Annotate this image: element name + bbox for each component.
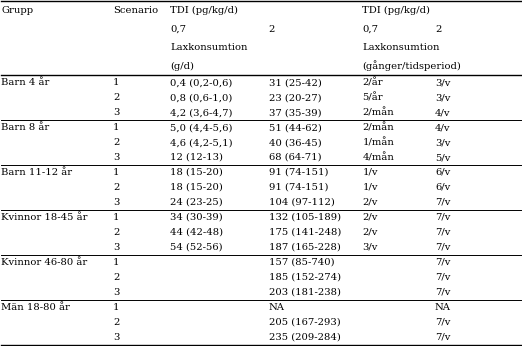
Text: Barn 8 år: Barn 8 år: [2, 123, 50, 132]
Text: 1: 1: [113, 213, 120, 222]
Text: 1/mån: 1/mån: [362, 138, 394, 147]
Text: 175 (141-248): 175 (141-248): [269, 228, 341, 237]
Text: 185 (152-274): 185 (152-274): [269, 273, 341, 282]
Text: 54 (52-56): 54 (52-56): [170, 243, 223, 252]
Text: Män 18-80 år: Män 18-80 år: [2, 303, 70, 312]
Text: 132 (105-189): 132 (105-189): [269, 213, 341, 222]
Text: 3/v: 3/v: [435, 78, 450, 87]
Text: 4/v: 4/v: [435, 108, 450, 117]
Text: Kvinnor 46-80 år: Kvinnor 46-80 år: [2, 258, 88, 267]
Text: 91 (74-151): 91 (74-151): [269, 168, 328, 177]
Text: 7/v: 7/v: [435, 333, 450, 342]
Text: 7/v: 7/v: [435, 258, 450, 267]
Text: 4/v: 4/v: [435, 123, 450, 132]
Text: 3: 3: [113, 243, 120, 252]
Text: 2: 2: [113, 93, 120, 102]
Text: Kvinnor 18-45 år: Kvinnor 18-45 år: [2, 213, 88, 222]
Text: 18 (15-20): 18 (15-20): [170, 183, 223, 192]
Text: 235 (209-284): 235 (209-284): [269, 333, 341, 342]
Text: 104 (97-112): 104 (97-112): [269, 198, 335, 207]
Text: 1: 1: [113, 123, 120, 132]
Text: 0,8 (0,6-1,0): 0,8 (0,6-1,0): [170, 93, 232, 102]
Text: 3: 3: [113, 198, 120, 207]
Text: 91 (74-151): 91 (74-151): [269, 183, 328, 192]
Text: (g/d): (g/d): [170, 61, 194, 71]
Text: 3: 3: [113, 288, 120, 297]
Text: 7/v: 7/v: [435, 228, 450, 237]
Text: TDI (pg/kg/d): TDI (pg/kg/d): [170, 6, 238, 15]
Text: 2/år: 2/år: [362, 78, 383, 87]
Text: 2/v: 2/v: [362, 198, 377, 207]
Text: 4,6 (4,2-5,1): 4,6 (4,2-5,1): [170, 138, 233, 147]
Text: 23 (20-27): 23 (20-27): [269, 93, 322, 102]
Text: 203 (181-238): 203 (181-238): [269, 288, 341, 297]
Text: 1: 1: [113, 78, 120, 87]
Text: 4,2 (3,6-4,7): 4,2 (3,6-4,7): [170, 108, 233, 117]
Text: 68 (64-71): 68 (64-71): [269, 153, 322, 162]
Text: 40 (36-45): 40 (36-45): [269, 138, 322, 147]
Text: 157 (85-740): 157 (85-740): [269, 258, 335, 267]
Text: 37 (35-39): 37 (35-39): [269, 108, 322, 117]
Text: 2/v: 2/v: [362, 228, 377, 237]
Text: 1/v: 1/v: [362, 183, 378, 192]
Text: 4/mån: 4/mån: [362, 153, 394, 162]
Text: 3: 3: [113, 333, 120, 342]
Text: 7/v: 7/v: [435, 318, 450, 327]
Text: 2: 2: [113, 138, 120, 147]
Text: Laxkonsumtion: Laxkonsumtion: [170, 43, 247, 52]
Text: 31 (25-42): 31 (25-42): [269, 78, 322, 87]
Text: 3: 3: [113, 153, 120, 162]
Text: 5/år: 5/år: [362, 93, 383, 102]
Text: 2/v: 2/v: [362, 213, 377, 222]
Text: 3/v: 3/v: [435, 93, 450, 102]
Text: NA: NA: [269, 303, 285, 312]
Text: NA: NA: [435, 303, 451, 312]
Text: 187 (165-228): 187 (165-228): [269, 243, 341, 252]
Text: 12 (12-13): 12 (12-13): [170, 153, 223, 162]
Text: 0,4 (0,2-0,6): 0,4 (0,2-0,6): [170, 78, 232, 87]
Text: 2: 2: [113, 183, 120, 192]
Text: 6/v: 6/v: [435, 183, 450, 192]
Text: 1/v: 1/v: [362, 168, 378, 177]
Text: 2: 2: [113, 273, 120, 282]
Text: 2/mån: 2/mån: [362, 108, 394, 117]
Text: 6/v: 6/v: [435, 168, 450, 177]
Text: 3/v: 3/v: [435, 138, 450, 147]
Text: 5,0 (4,4-5,6): 5,0 (4,4-5,6): [170, 123, 233, 132]
Text: 7/v: 7/v: [435, 198, 450, 207]
Text: 2: 2: [113, 228, 120, 237]
Text: 34 (30-39): 34 (30-39): [170, 213, 223, 222]
Text: 1: 1: [113, 258, 120, 267]
Text: Grupp: Grupp: [2, 6, 33, 15]
Text: Barn 11-12 år: Barn 11-12 år: [2, 168, 73, 177]
Text: 2: 2: [435, 25, 441, 34]
Text: 3/v: 3/v: [362, 243, 377, 252]
Text: 44 (42-48): 44 (42-48): [170, 228, 223, 237]
Text: (gånger/tidsperiod): (gånger/tidsperiod): [362, 61, 461, 71]
Text: Barn 4 år: Barn 4 år: [2, 78, 50, 87]
Text: 18 (15-20): 18 (15-20): [170, 168, 223, 177]
Text: 0,7: 0,7: [170, 25, 186, 34]
Text: 7/v: 7/v: [435, 213, 450, 222]
Text: 5/v: 5/v: [435, 153, 450, 162]
Text: 2: 2: [113, 318, 120, 327]
Text: 51 (44-62): 51 (44-62): [269, 123, 322, 132]
Text: Scenario: Scenario: [113, 6, 158, 15]
Text: 205 (167-293): 205 (167-293): [269, 318, 340, 327]
Text: 7/v: 7/v: [435, 273, 450, 282]
Text: TDI (pg/kg/d): TDI (pg/kg/d): [362, 6, 430, 15]
Text: Laxkonsumtion: Laxkonsumtion: [362, 43, 440, 52]
Text: 2/mån: 2/mån: [362, 123, 394, 132]
Text: 0,7: 0,7: [362, 25, 378, 34]
Text: 1: 1: [113, 168, 120, 177]
Text: 7/v: 7/v: [435, 243, 450, 252]
Text: 24 (23-25): 24 (23-25): [170, 198, 223, 207]
Text: 3: 3: [113, 108, 120, 117]
Text: 1: 1: [113, 303, 120, 312]
Text: 7/v: 7/v: [435, 288, 450, 297]
Text: 2: 2: [269, 25, 275, 34]
